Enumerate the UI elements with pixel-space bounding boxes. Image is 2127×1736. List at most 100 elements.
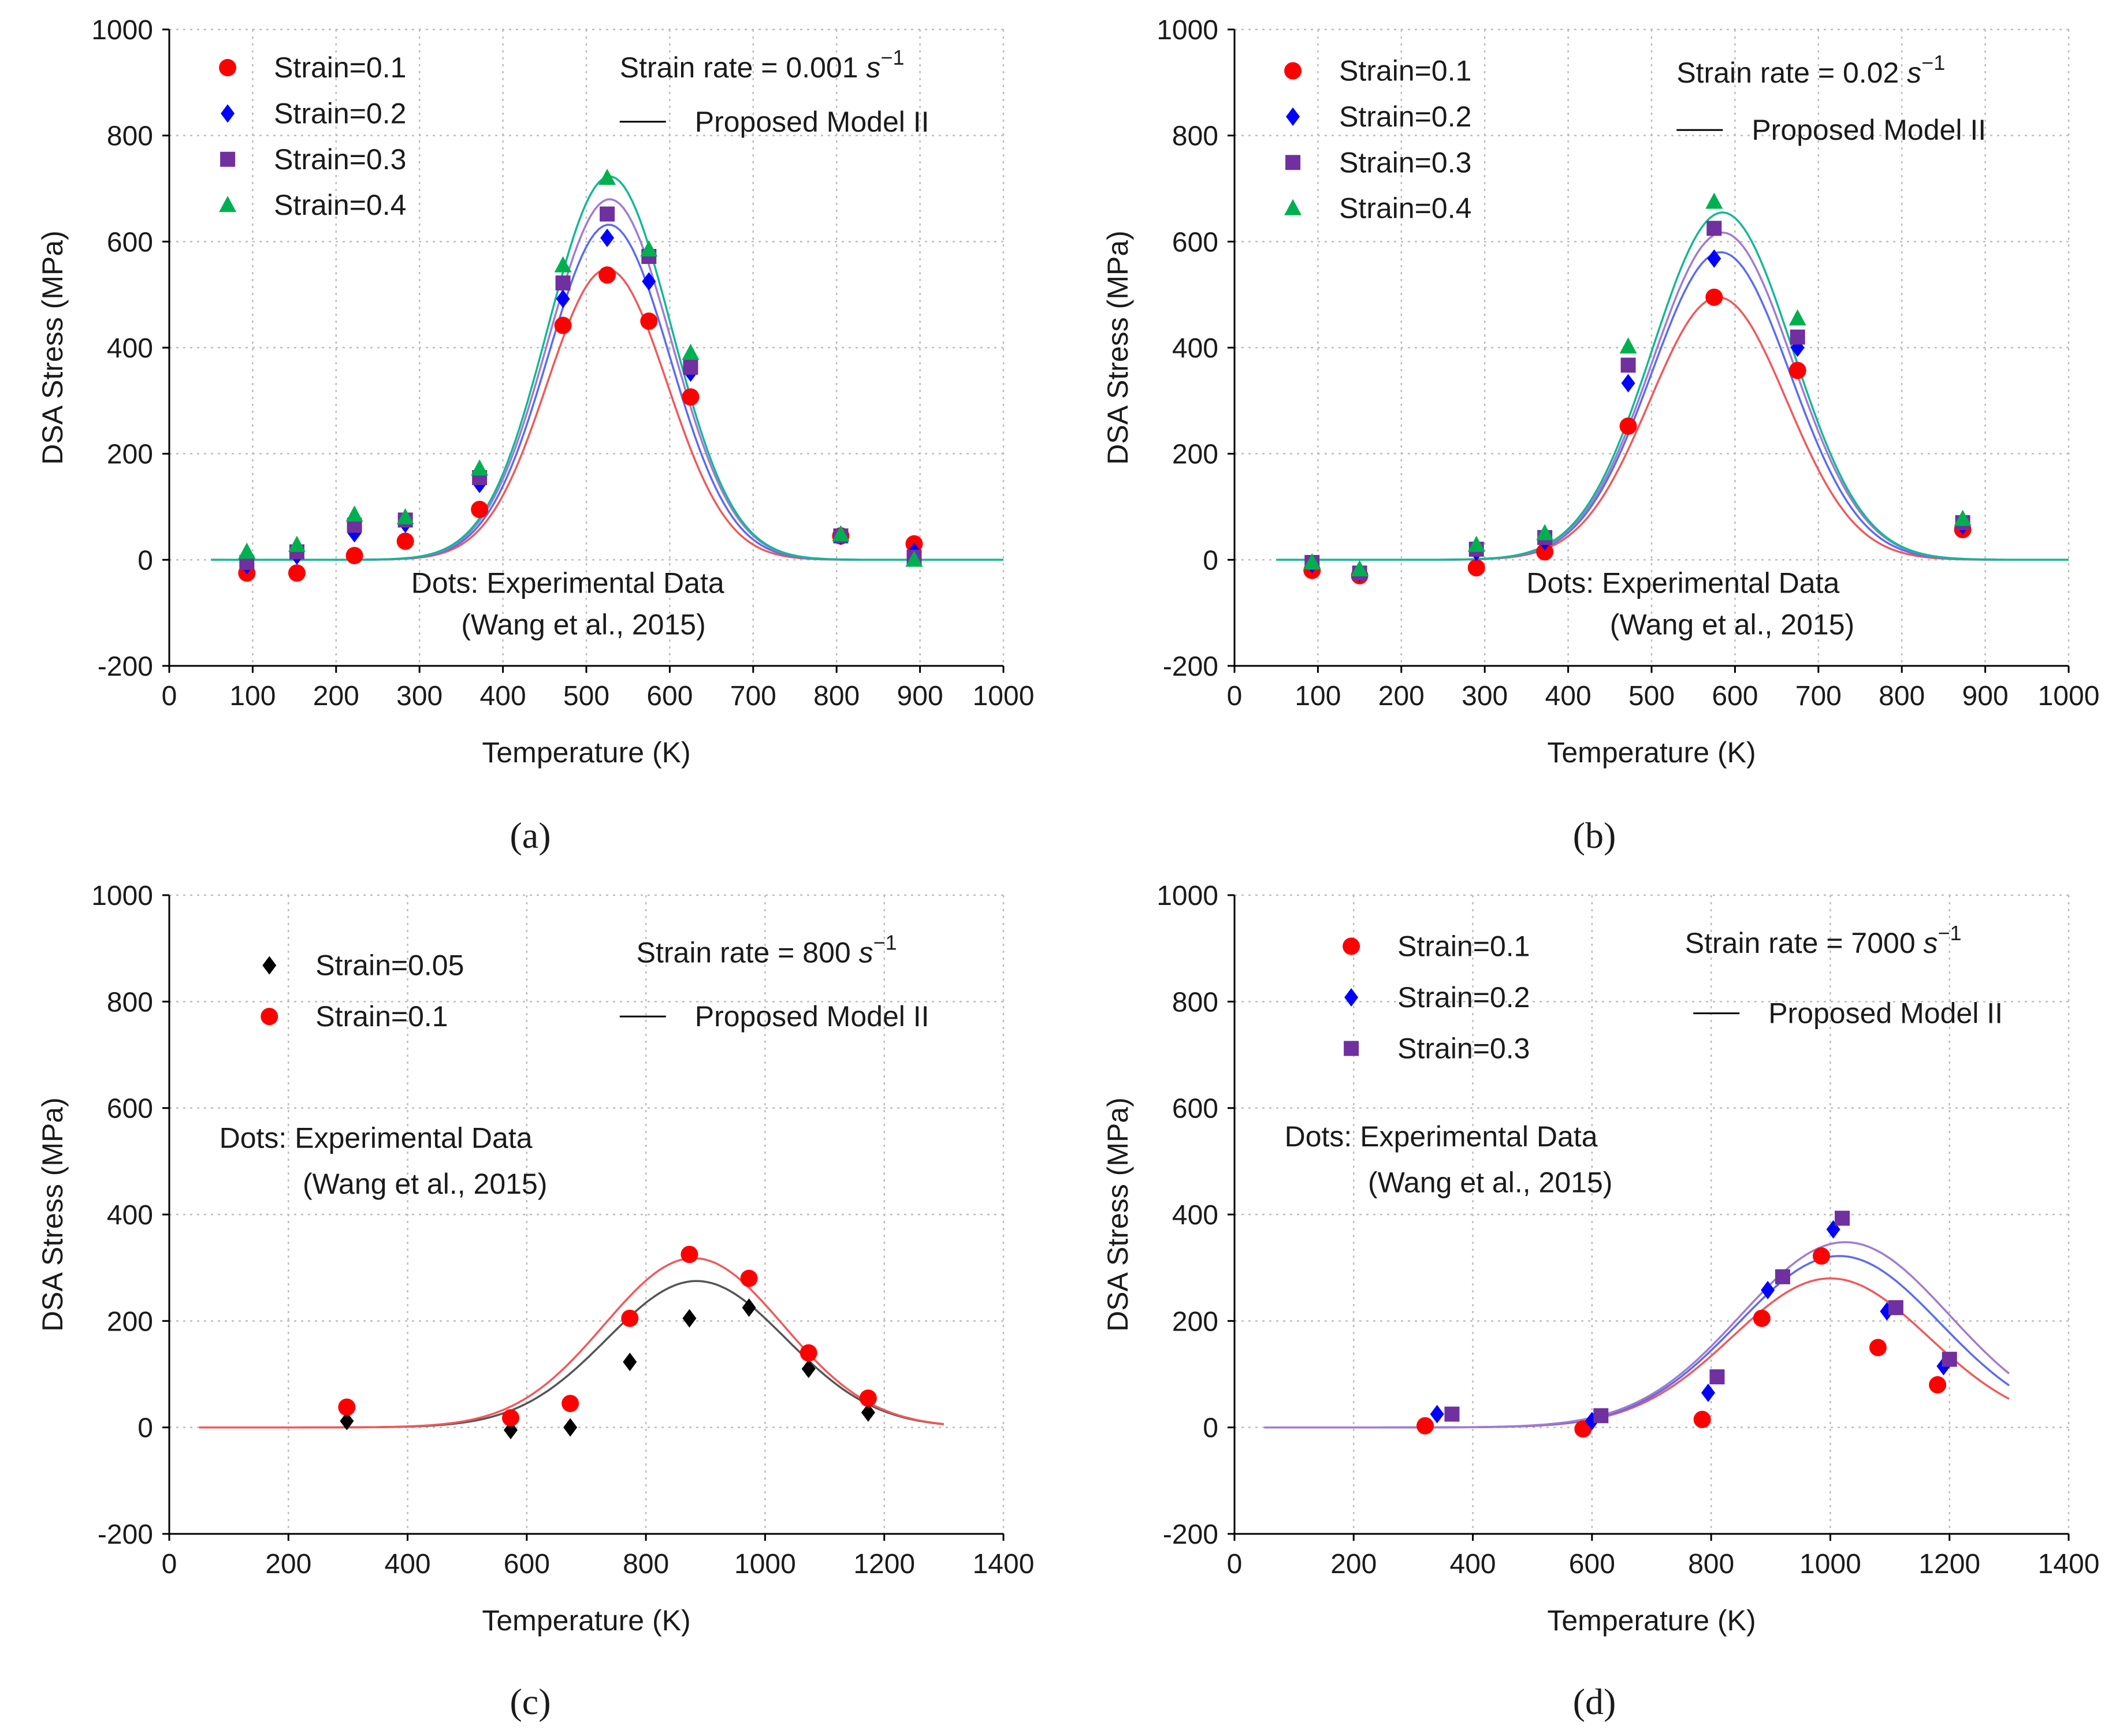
y-tick-label: -200 [1163,1519,1218,1550]
x-tick-label: 0 [1227,681,1243,711]
data-point [1705,288,1723,306]
y-tick-label: 0 [137,1413,153,1444]
data-point [396,532,414,550]
x-tick-label: 100 [1295,681,1341,711]
y-tick-label: 0 [1203,1413,1218,1444]
y-tick-label: 800 [1172,987,1218,1018]
legend-label: Strain=0.1 [1339,55,1471,87]
x-tick-label: 700 [730,681,776,711]
citation-note: (Wang et al., 2015) [461,608,705,640]
model-legend-label: Proposed Model II [695,106,929,138]
x-tick-label: 200 [313,681,359,711]
strain-rate-unit: s [866,51,880,84]
data-point [640,312,658,330]
x-tick-label: 800 [813,681,860,711]
y-tick-label: 200 [1172,1306,1218,1337]
data-point [682,344,700,360]
strain-rate-value: Strain rate = 800 [637,937,859,969]
data-point [1303,553,1321,569]
data-point [1835,1210,1850,1226]
legend-label: Strain=0.3 [1397,1032,1530,1064]
data-point [1812,1247,1830,1265]
data-point [288,535,306,552]
y-tick-label: 400 [107,1200,153,1231]
data-point [1709,1369,1725,1385]
data-point [1929,1376,1947,1394]
data-point [1619,337,1637,354]
x-tick-label: 600 [646,681,693,711]
strain-rate-unit: s [1907,57,1921,89]
y-tick-label: 200 [107,439,153,470]
data-point [682,388,700,406]
data-point [623,1353,637,1372]
x-tick-label: 800 [1879,681,1925,711]
experimental-note: Dots: Experimental Data [1285,1120,1598,1153]
data-point [832,525,850,542]
data-point [600,228,615,247]
data-point [1536,524,1554,541]
strain-rate-value: Strain rate = 7000 [1685,927,1924,959]
citation-note: (Wang et al., 2015) [1610,608,1854,640]
data-point [1593,1408,1609,1424]
y-tick-label: 200 [1172,439,1218,470]
data-point [1693,1410,1711,1428]
x-tick-label: 1000 [2038,681,2100,711]
x-tick-label: 200 [265,1549,311,1579]
legend-label: Strain=0.2 [1397,981,1530,1014]
series-s01 [338,1246,877,1427]
legend-label: Strain=0.3 [274,143,406,176]
series-s005 [340,1298,875,1440]
data-point [1869,1339,1887,1357]
series-s01 [1416,1247,1947,1438]
y-tick-label: 0 [137,545,153,576]
data-point [502,1409,520,1427]
strain-rate-exponent: −1 [873,931,897,955]
data-point [340,1411,354,1430]
data-point [1416,1417,1434,1435]
y-tick-label: 600 [1172,1094,1218,1124]
data-point [1788,362,1806,379]
y-tick-label: 1000 [1157,15,1218,46]
x-tick-label: 0 [162,1549,177,1579]
model-curve-s03 [1264,1241,2010,1429]
x-tick-label: 300 [1462,681,1508,711]
legend-marker [220,151,236,167]
x-tick-label: 200 [1378,681,1425,711]
data-point [598,266,616,284]
x-tick-label: 1000 [973,681,1035,711]
data-point [1775,1269,1790,1284]
y-tick-label: 400 [1172,333,1218,364]
legend-marker [261,1008,278,1026]
x-axis-title: Temperature (K) [482,1604,690,1637]
data-point [1619,417,1637,435]
model-curve-s04 [1276,211,2069,561]
x-tick-label: 700 [1795,681,1842,711]
legend-marker [262,956,277,975]
legend-label: Strain=0.05 [315,949,464,982]
legend-marker [1284,199,1302,215]
data-point [1444,1406,1460,1422]
legend-marker [219,196,237,213]
x-axis-title: Temperature (K) [1547,736,1756,769]
data-point [396,508,414,524]
data-point [861,1403,875,1422]
data-point [801,1359,816,1379]
x-tick-label: 0 [1227,1549,1243,1579]
data-point [642,272,656,291]
x-tick-label: 800 [1688,1549,1734,1579]
data-point [338,1398,356,1416]
x-tick-label: 1000 [734,1549,796,1579]
y-tick-label: 0 [1203,545,1218,576]
y-axis-title: DSA Stress (MPa) [1102,230,1134,465]
y-tick-label: 600 [107,1094,153,1124]
data-point [1706,221,1722,236]
strain-rate-value: Strain rate = 0.02 [1676,57,1907,89]
x-tick-label: 400 [1450,1549,1496,1579]
strain-rate-value: Strain rate = 0.001 [620,51,867,84]
x-axis-title: Temperature (K) [1547,1604,1756,1637]
legend-label: Strain=0.2 [1339,100,1471,133]
data-point [345,546,363,564]
chart-panel-d: 0 200 400 600 800 1000 1200 1400 -200 0 200 400 600 8… [1102,881,2099,1722]
strain-rate-label: Strain rate = 0.001 s−1 [620,46,905,84]
series-s04 [1303,192,1972,576]
